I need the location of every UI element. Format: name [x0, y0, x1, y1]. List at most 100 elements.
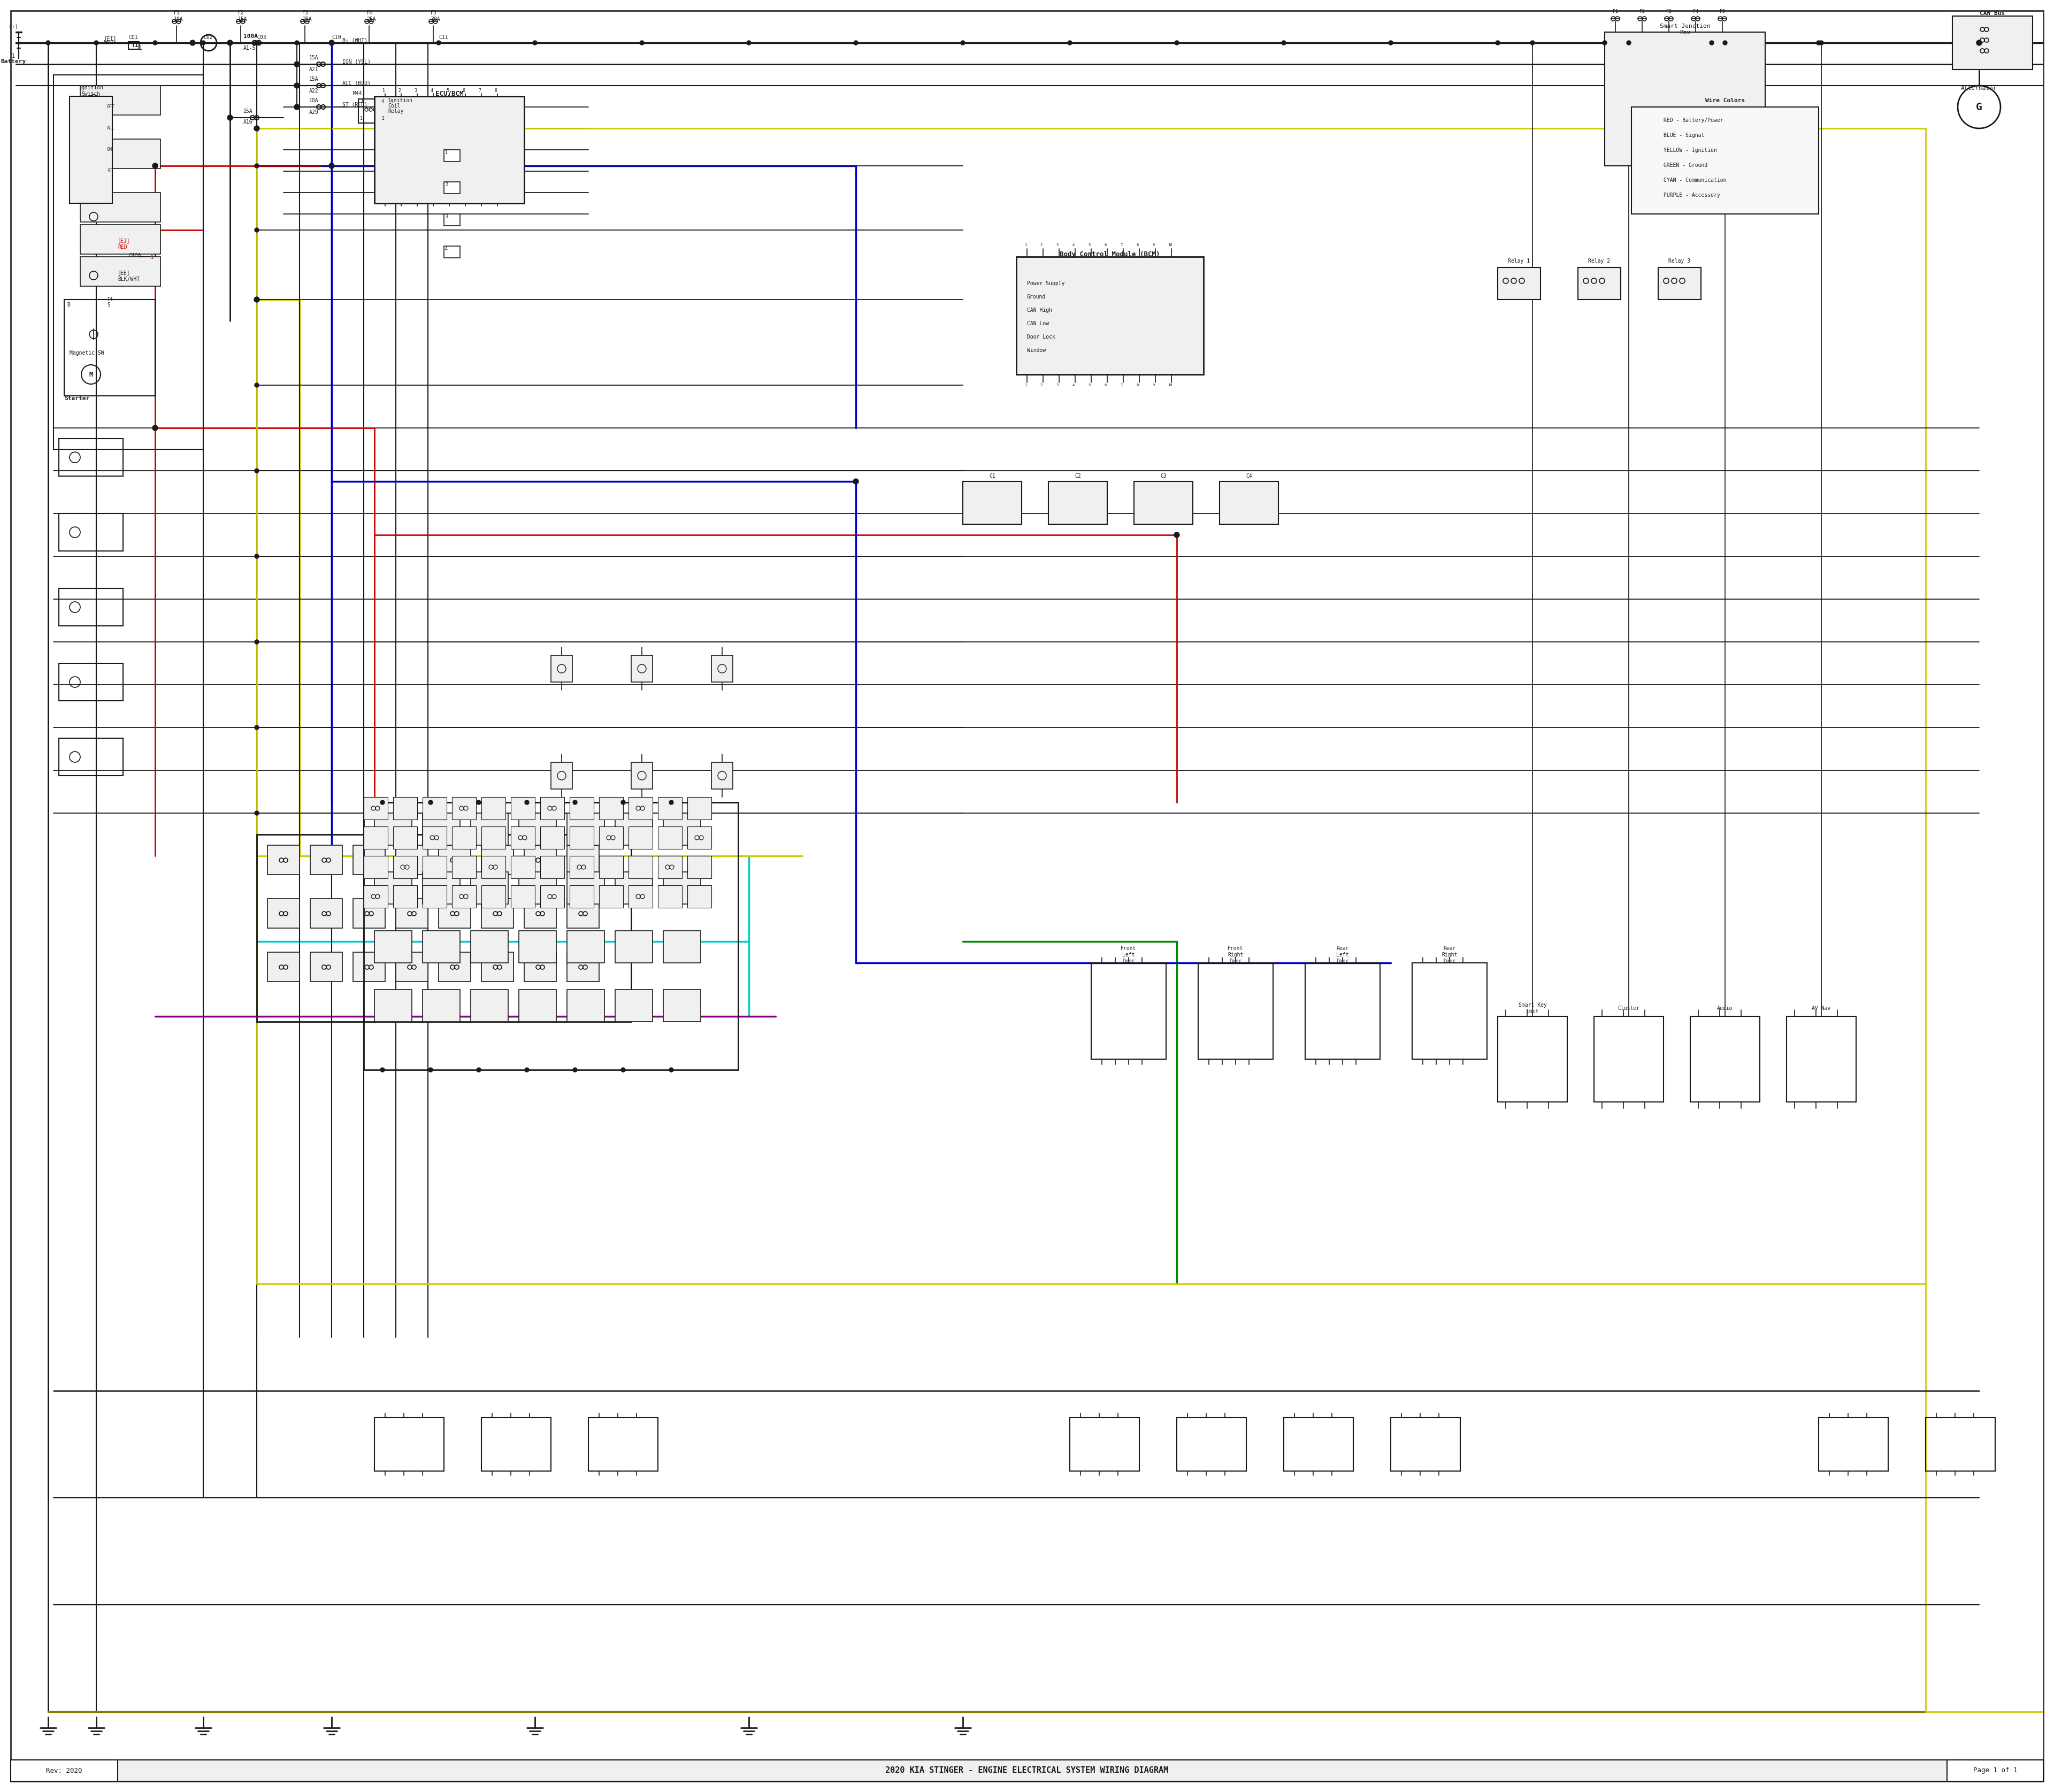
Text: [EI]: [EI]	[105, 36, 117, 41]
Text: [EE]: [EE]	[117, 271, 129, 276]
Text: CAN High: CAN High	[1027, 308, 1052, 314]
Bar	[470, 989, 507, 1021]
Text: C11: C11	[440, 34, 448, 39]
Circle shape	[1820, 41, 1824, 45]
Text: F3: F3	[1666, 9, 1672, 14]
Bar	[444, 213, 460, 226]
Text: [EJ]: [EJ]	[117, 238, 129, 244]
Bar	[481, 885, 505, 909]
Bar	[657, 857, 682, 878]
Circle shape	[429, 801, 433, 805]
Bar	[567, 873, 604, 903]
Text: Front
Right
Door: Front Right Door	[1228, 946, 1243, 964]
Text: 7: 7	[1121, 244, 1124, 247]
Text: Ground: Ground	[1027, 294, 1045, 299]
Bar	[511, 826, 534, 849]
Bar	[470, 930, 507, 962]
Bar	[423, 873, 460, 903]
Bar	[524, 952, 557, 982]
Bar	[629, 857, 653, 878]
Text: A21: A21	[310, 66, 318, 72]
Bar	[364, 797, 388, 819]
Text: ECU/BCM: ECU/BCM	[435, 90, 464, 97]
Bar	[520, 814, 557, 846]
Circle shape	[1627, 41, 1631, 45]
Bar	[80, 86, 160, 115]
Bar	[80, 224, 160, 254]
Text: C03: C03	[257, 34, 267, 39]
Bar	[392, 797, 417, 819]
Text: 2: 2	[382, 116, 384, 122]
Text: 7: 7	[1121, 383, 1124, 387]
Text: 100A: 100A	[242, 34, 259, 39]
Bar	[614, 814, 653, 846]
Bar	[1070, 1417, 1140, 1471]
Circle shape	[380, 1068, 384, 1072]
Text: Relay: Relay	[388, 109, 403, 115]
Text: A29: A29	[310, 109, 318, 115]
Text: F2: F2	[1639, 9, 1645, 14]
Text: Smart Key
Unit: Smart Key Unit	[1518, 1002, 1547, 1014]
Text: 7: 7	[479, 88, 481, 93]
Circle shape	[255, 297, 259, 303]
Text: 2: 2	[1039, 244, 1043, 247]
Text: RED: RED	[117, 244, 127, 249]
Bar	[511, 857, 534, 878]
Circle shape	[255, 554, 259, 559]
Text: 4: 4	[431, 88, 433, 93]
Bar	[1594, 1016, 1664, 1102]
Bar	[614, 873, 653, 903]
Bar	[540, 857, 565, 878]
Bar	[569, 885, 594, 909]
Bar	[481, 857, 505, 878]
Circle shape	[228, 115, 232, 120]
Bar	[567, 952, 600, 982]
Bar	[452, 826, 477, 849]
Bar	[374, 873, 413, 903]
Bar	[423, 826, 446, 849]
Bar	[396, 898, 427, 928]
Bar	[392, 885, 417, 909]
Text: Cluster: Cluster	[1619, 1005, 1639, 1011]
Text: ST (RED): ST (RED)	[343, 102, 368, 108]
Text: Magnetic SW: Magnetic SW	[70, 351, 105, 357]
Text: 4: 4	[1072, 383, 1074, 387]
Circle shape	[45, 41, 49, 45]
Bar	[444, 246, 460, 258]
Text: 1: 1	[1025, 383, 1027, 387]
Text: CYAN - Communication: CYAN - Communication	[1664, 177, 1725, 183]
Bar	[127, 41, 140, 48]
Text: AV Nav: AV Nav	[1812, 1005, 1830, 1011]
Bar	[452, 797, 477, 819]
Text: F4
25A: F4 25A	[366, 11, 376, 22]
Text: (+): (+)	[8, 23, 18, 29]
Text: A16: A16	[242, 120, 253, 125]
Bar	[374, 1417, 444, 1471]
Circle shape	[748, 41, 752, 45]
Circle shape	[94, 41, 99, 45]
Text: F5
30A: F5 30A	[431, 11, 440, 22]
Bar	[1197, 962, 1273, 1059]
Bar	[1658, 267, 1701, 299]
Bar	[353, 952, 386, 982]
Bar	[629, 885, 653, 909]
Circle shape	[435, 41, 442, 45]
Bar	[550, 762, 573, 788]
Text: 1: 1	[1025, 244, 1027, 247]
Bar	[663, 873, 700, 903]
Text: Relay 1: Relay 1	[1508, 258, 1530, 263]
Bar	[567, 814, 604, 846]
Bar	[1017, 256, 1204, 375]
Bar	[540, 826, 565, 849]
Bar	[80, 140, 160, 168]
Bar	[481, 797, 505, 819]
Bar	[257, 835, 631, 1021]
Text: 9: 9	[1152, 383, 1154, 387]
Circle shape	[294, 61, 300, 66]
Bar	[60, 588, 123, 625]
Circle shape	[294, 82, 300, 88]
Bar	[569, 826, 594, 849]
Bar	[600, 885, 622, 909]
Bar	[540, 885, 565, 909]
Bar	[1577, 267, 1621, 299]
